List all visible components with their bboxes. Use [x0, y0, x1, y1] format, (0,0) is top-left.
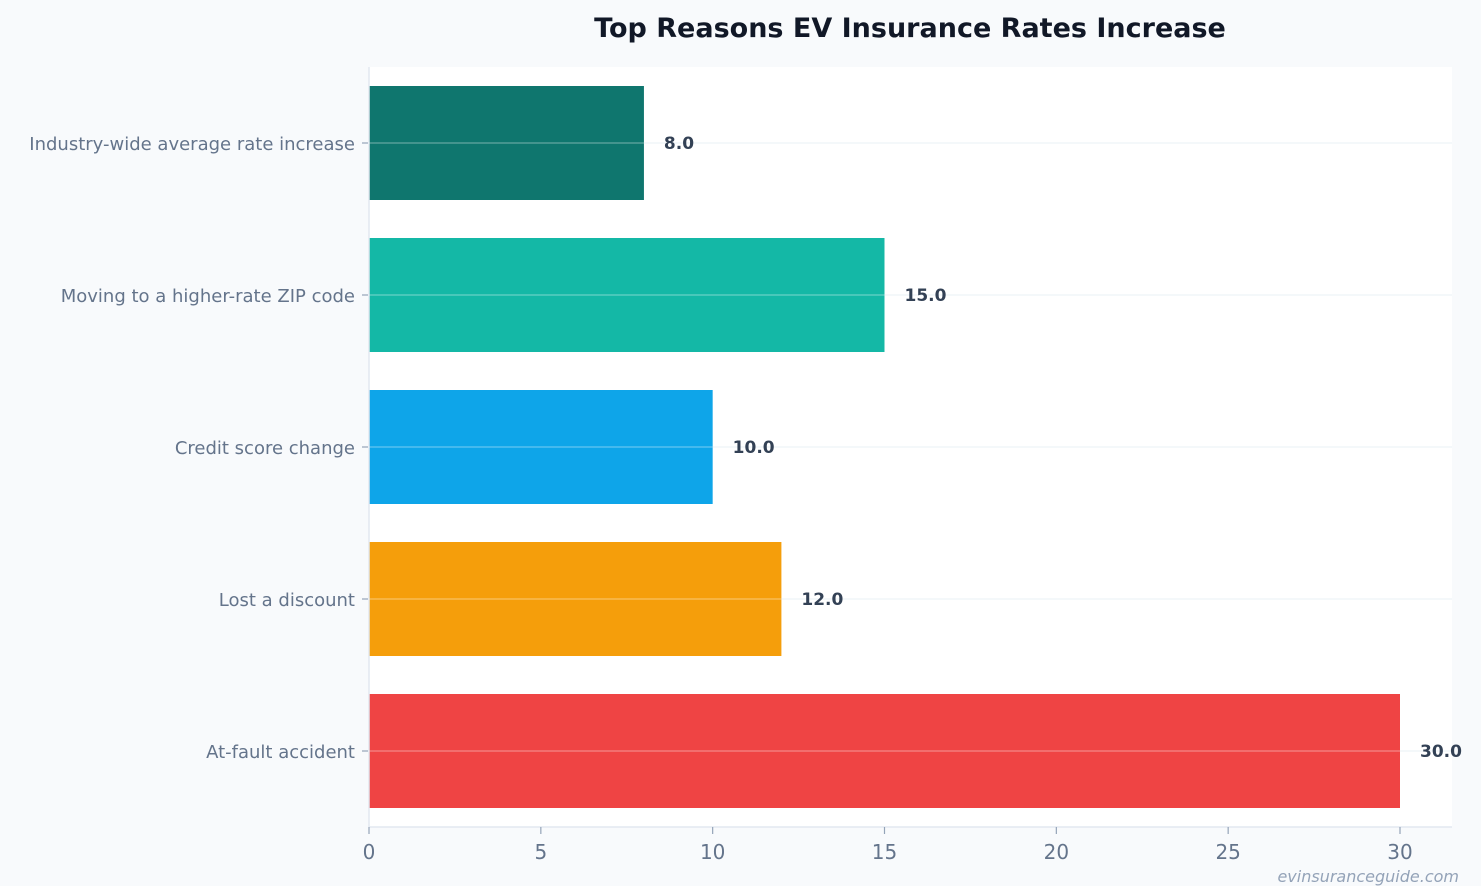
chart-title: Top Reasons EV Insurance Rates Increase — [594, 13, 1226, 44]
y-tick-label: Lost a discount — [219, 590, 355, 611]
x-tick-label: 20 — [1044, 840, 1069, 864]
y-tick-label: Credit score change — [175, 438, 355, 459]
bar — [369, 694, 1400, 808]
y-tick-label: At-fault accident — [206, 742, 355, 763]
bar — [369, 86, 644, 200]
data-label: 10.0 — [733, 438, 775, 458]
watermark: evinsuranceguide.com — [1277, 867, 1459, 886]
bar — [369, 390, 713, 504]
y-tick-label: Industry-wide average rate increase — [29, 134, 355, 155]
x-tick-label: 10 — [700, 840, 725, 864]
data-label: 15.0 — [905, 286, 947, 306]
x-tick-label: 25 — [1215, 840, 1240, 864]
data-label: 8.0 — [664, 134, 694, 154]
x-tick-label: 15 — [872, 840, 897, 864]
data-label: 30.0 — [1420, 742, 1462, 762]
x-tick-label: 0 — [363, 840, 376, 864]
bar — [369, 542, 782, 656]
data-label: 12.0 — [801, 590, 843, 610]
x-tick-label: 30 — [1387, 840, 1412, 864]
bar — [369, 238, 885, 352]
x-tick-label: 5 — [534, 840, 547, 864]
y-tick-label: Moving to a higher-rate ZIP code — [61, 286, 355, 307]
